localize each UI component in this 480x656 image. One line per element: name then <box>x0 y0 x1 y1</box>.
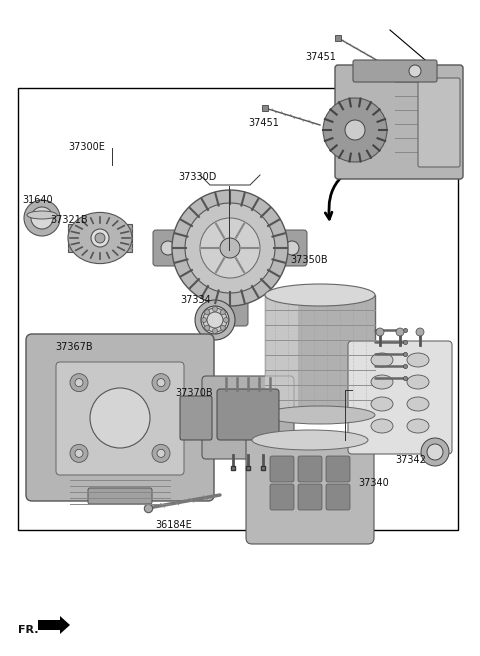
Circle shape <box>224 318 228 323</box>
Text: FR.: FR. <box>18 625 38 635</box>
Circle shape <box>345 120 365 140</box>
Ellipse shape <box>371 353 393 367</box>
Circle shape <box>220 310 225 315</box>
Ellipse shape <box>371 419 393 433</box>
FancyBboxPatch shape <box>277 230 307 266</box>
Text: 37367B: 37367B <box>55 342 93 352</box>
Circle shape <box>152 444 170 462</box>
Text: 37342: 37342 <box>395 455 426 465</box>
Text: 37451: 37451 <box>248 118 279 128</box>
FancyBboxPatch shape <box>418 78 460 167</box>
FancyBboxPatch shape <box>335 65 463 179</box>
FancyBboxPatch shape <box>298 484 322 510</box>
Bar <box>18 88 458 530</box>
Text: 37350B: 37350B <box>290 255 328 265</box>
Circle shape <box>376 328 384 336</box>
Circle shape <box>202 318 206 323</box>
Circle shape <box>91 229 109 247</box>
Ellipse shape <box>407 353 429 367</box>
Circle shape <box>205 310 210 315</box>
Circle shape <box>70 374 88 392</box>
FancyBboxPatch shape <box>353 60 437 82</box>
Ellipse shape <box>371 397 393 411</box>
Ellipse shape <box>265 284 375 306</box>
Circle shape <box>285 241 299 255</box>
FancyBboxPatch shape <box>56 362 184 475</box>
Circle shape <box>207 312 223 328</box>
Circle shape <box>75 379 83 386</box>
FancyBboxPatch shape <box>153 230 183 266</box>
Text: 37334: 37334 <box>180 295 211 305</box>
Circle shape <box>409 65 421 77</box>
Bar <box>68 224 132 252</box>
Circle shape <box>70 444 88 462</box>
Circle shape <box>323 98 387 162</box>
Circle shape <box>95 233 105 243</box>
Bar <box>265 295 298 415</box>
FancyBboxPatch shape <box>270 456 294 482</box>
FancyBboxPatch shape <box>326 456 350 482</box>
FancyBboxPatch shape <box>298 456 322 482</box>
FancyBboxPatch shape <box>217 389 279 440</box>
Circle shape <box>427 444 443 460</box>
Circle shape <box>396 328 404 336</box>
Polygon shape <box>38 616 70 634</box>
Circle shape <box>185 203 275 293</box>
Text: 37330D: 37330D <box>178 172 216 182</box>
Circle shape <box>200 218 260 278</box>
Ellipse shape <box>407 375 429 389</box>
Circle shape <box>75 449 83 457</box>
Text: 37340: 37340 <box>358 478 389 488</box>
Circle shape <box>161 241 175 255</box>
Circle shape <box>172 190 288 306</box>
Bar <box>265 295 375 415</box>
Ellipse shape <box>407 397 429 411</box>
Ellipse shape <box>252 430 368 450</box>
Text: 37321B: 37321B <box>50 215 88 225</box>
FancyBboxPatch shape <box>202 376 294 459</box>
FancyBboxPatch shape <box>180 396 212 440</box>
FancyBboxPatch shape <box>26 334 214 501</box>
Circle shape <box>205 325 210 330</box>
Circle shape <box>220 325 225 330</box>
Ellipse shape <box>265 406 375 424</box>
Circle shape <box>213 329 217 333</box>
Circle shape <box>421 438 449 466</box>
Circle shape <box>416 328 424 336</box>
Circle shape <box>213 306 217 312</box>
Circle shape <box>220 238 240 258</box>
FancyBboxPatch shape <box>88 488 152 504</box>
FancyBboxPatch shape <box>246 434 374 544</box>
Ellipse shape <box>371 375 393 389</box>
Ellipse shape <box>27 211 57 219</box>
FancyBboxPatch shape <box>212 300 248 326</box>
Circle shape <box>152 374 170 392</box>
Text: 31640: 31640 <box>22 195 53 205</box>
Circle shape <box>201 306 229 334</box>
Circle shape <box>157 379 165 386</box>
Text: 37451: 37451 <box>305 52 336 62</box>
Circle shape <box>203 308 227 332</box>
Circle shape <box>24 200 60 236</box>
Ellipse shape <box>407 419 429 433</box>
Circle shape <box>31 207 53 229</box>
FancyBboxPatch shape <box>348 341 452 454</box>
Circle shape <box>195 300 235 340</box>
Text: 36184E: 36184E <box>155 520 192 530</box>
FancyBboxPatch shape <box>326 484 350 510</box>
FancyBboxPatch shape <box>270 484 294 510</box>
Ellipse shape <box>68 213 132 264</box>
Text: 37300E: 37300E <box>68 142 105 152</box>
Circle shape <box>90 388 150 448</box>
Text: 37370B: 37370B <box>175 388 213 398</box>
Circle shape <box>157 449 165 457</box>
